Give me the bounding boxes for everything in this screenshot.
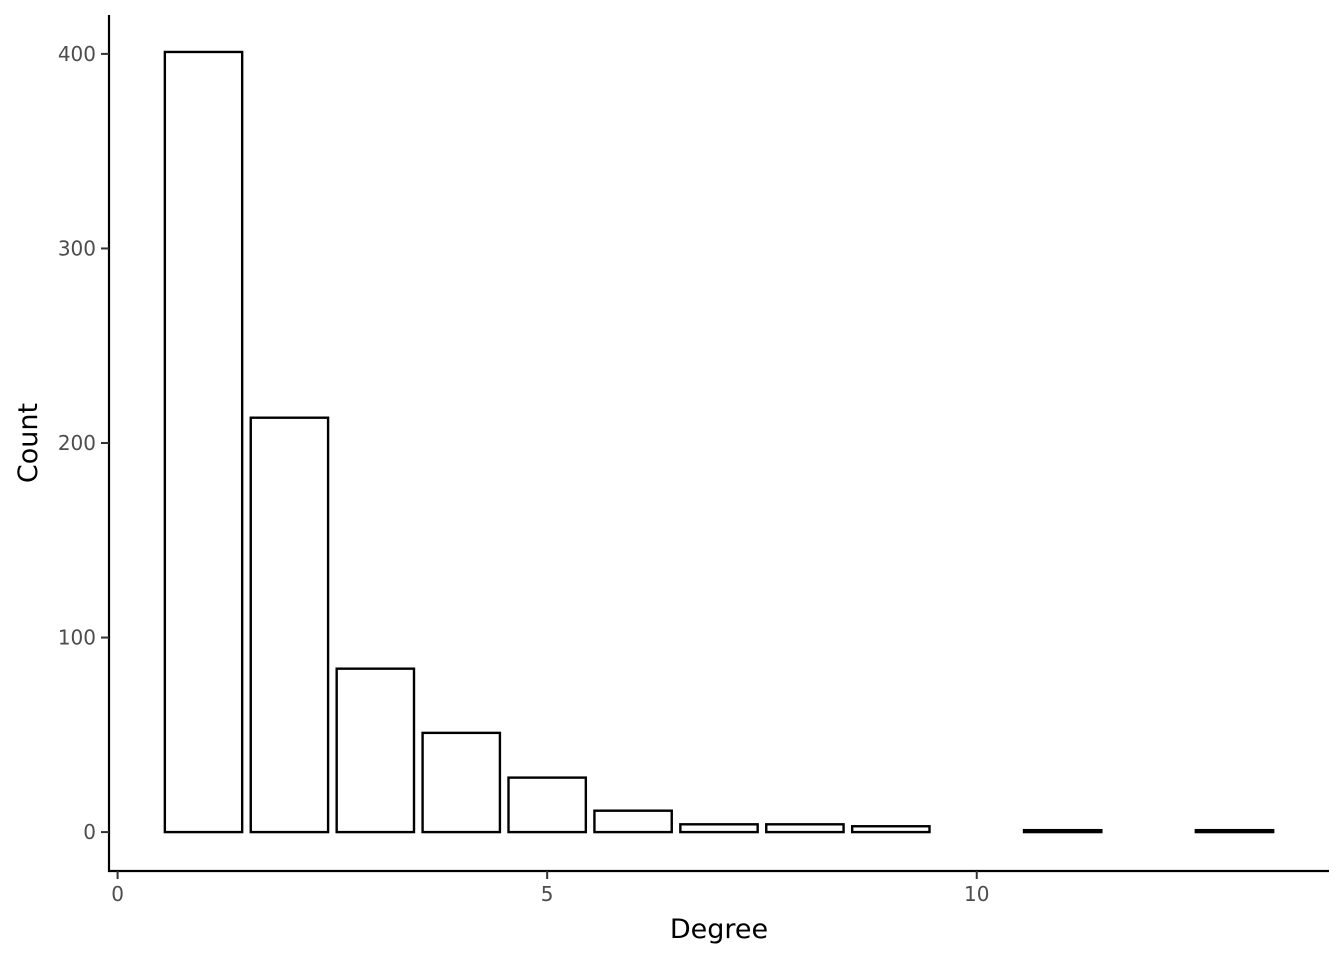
x-axis-ticks: 0 5 10 — [111, 871, 989, 906]
y-tick-label: 400 — [58, 42, 96, 66]
bar-degree-7 — [679, 823, 759, 834]
x-tick-label: 0 — [111, 882, 124, 906]
y-tick-label: 100 — [58, 626, 96, 650]
y-axis-ticks: 0 100 200 300 400 — [58, 42, 109, 844]
y-axis-title: Count — [13, 403, 44, 483]
bar-degree-1 — [163, 50, 244, 834]
bar-degree-5 — [507, 776, 588, 834]
y-tick-label: 200 — [58, 431, 96, 455]
bar-degree-6 — [593, 809, 673, 834]
bar-degree-8 — [765, 823, 845, 834]
bar-degree-13 — [1194, 828, 1275, 834]
bar-degree-4 — [421, 731, 502, 834]
bar-degree-9 — [850, 825, 931, 834]
y-tick-label: 0 — [83, 820, 96, 844]
bars-group — [163, 50, 1275, 834]
bar-degree-11 — [1022, 828, 1103, 834]
y-tick-label: 300 — [58, 236, 96, 260]
bar-degree-3 — [335, 667, 416, 834]
x-axis-title: Degree — [670, 914, 768, 945]
bar-degree-2 — [249, 416, 330, 834]
x-tick-label: 10 — [964, 882, 989, 906]
x-tick-label: 5 — [541, 882, 554, 906]
